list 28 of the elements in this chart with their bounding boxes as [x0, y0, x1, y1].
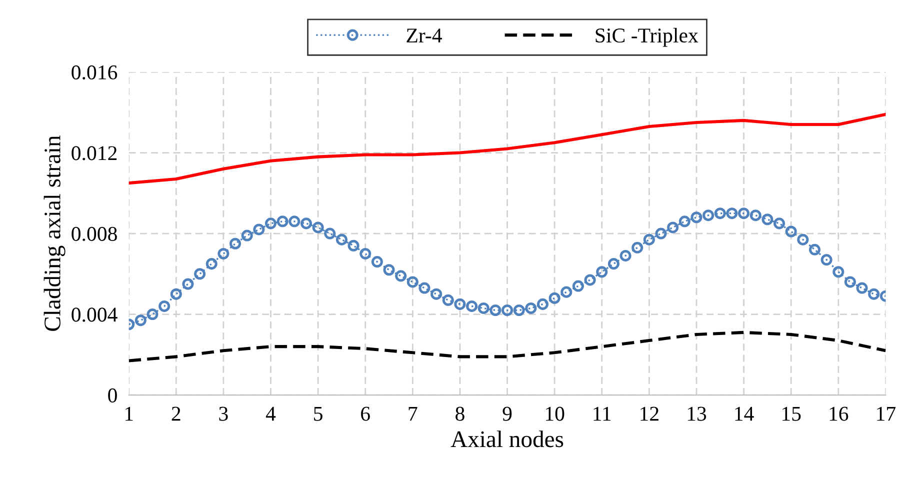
- x-tick-label: 7: [408, 406, 418, 421]
- x-tick-label: 16: [830, 406, 848, 421]
- line-series: [128, 330, 886, 362]
- legend-label: Zr-4: [406, 28, 442, 42]
- x-tick-label: 8: [456, 406, 464, 421]
- y-tick-label: 0.008: [72, 226, 117, 242]
- legend-label: SiC -Triplex: [596, 28, 698, 47]
- x-tick-label: 15: [782, 406, 801, 421]
- x-tick-label: 2: [172, 406, 180, 421]
- x-tick-label: 4: [266, 406, 276, 421]
- x-tick-label: 11: [594, 406, 611, 421]
- x-tick-label: 5: [314, 406, 322, 421]
- x-tick-label: 12: [640, 406, 658, 421]
- y-axis-title: Cladding axial strain: [44, 136, 66, 331]
- x-axis-title: Axial nodes: [450, 430, 564, 448]
- y-tick-label: 0.016: [72, 65, 118, 80]
- x-tick-label: 17: [877, 406, 896, 421]
- x-tick-label: 3: [219, 406, 228, 421]
- y-tick-label: 0.004: [72, 308, 118, 322]
- x-tick-label: 10: [546, 406, 564, 421]
- x-tick-label: 14: [735, 406, 754, 421]
- x-tick-label: 1: [125, 406, 133, 421]
- x-tick-label: 6: [361, 406, 370, 421]
- y-tick-label: 0: [108, 388, 117, 402]
- y-tick-label: 0.012: [72, 146, 117, 160]
- x-tick-label: 9: [502, 406, 512, 421]
- line-series: [128, 112, 886, 185]
- x-tick-label: 13: [688, 406, 706, 421]
